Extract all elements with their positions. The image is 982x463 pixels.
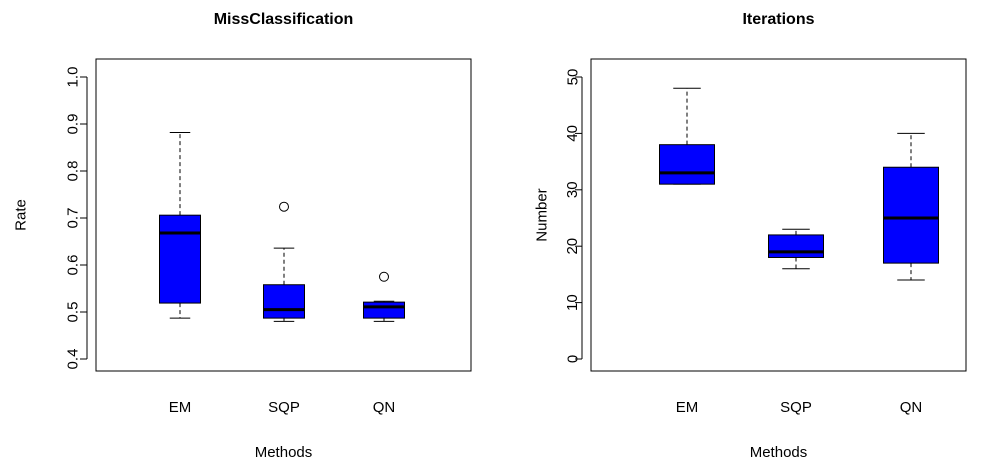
iqr-box [159,214,201,304]
y-tick-label: 0.6 [64,255,81,276]
x-axis-title: Methods [750,444,808,461]
y-tick-label: 40 [564,125,581,142]
y-tick-label: 10 [564,294,581,311]
y-tick-label: 0.5 [64,302,81,323]
iterations-panel: Iterations 0 10 20 30 40 50 Number Methods EM SQP Q… [533,11,967,461]
outlier-point [279,201,289,212]
y-tick-label: 0 [564,355,581,363]
y-tick-label: 50 [564,69,581,86]
x-tick-label: QN [900,399,923,416]
x-tick-label: SQP [780,399,812,416]
box-em [159,131,201,319]
x-axis-title: Methods [255,444,313,461]
box-sqp [768,228,824,270]
box-qn [883,132,939,281]
iqr-box [659,144,715,185]
plot-frame [95,58,472,372]
y-axis-title: Rate [12,199,29,231]
y-tick-label: 20 [564,238,581,255]
outlier-point [379,271,389,282]
missclassification-panel: MissClassification 0.4 0.5 0.6 0.7 0.8 0.9 1.0 R… [12,11,472,461]
x-tick-label: EM [676,399,699,416]
y-tick-label: 30 [564,181,581,198]
iqr-box [363,301,405,319]
y-tick-label: 0.8 [64,161,81,182]
y-tick-label: 0.4 [64,349,81,370]
box-sqp [263,201,305,322]
y-axis-title: Number [533,188,550,241]
plot-frame [590,58,967,372]
chart-title: MissClassification [214,11,354,28]
y-tick-label: 0.9 [64,114,81,135]
iqr-box [768,234,824,258]
x-tick-label: EM [169,399,192,416]
y-tick-label: 0.7 [64,208,81,229]
box-qn [363,271,405,322]
iqr-box [263,284,305,319]
x-tick-label: SQP [268,399,300,416]
y-tick-label: 1.0 [64,67,81,88]
chart-title: Iterations [742,11,814,28]
iqr-box [883,166,939,264]
box-em [659,87,715,185]
x-tick-label: QN [373,399,396,416]
